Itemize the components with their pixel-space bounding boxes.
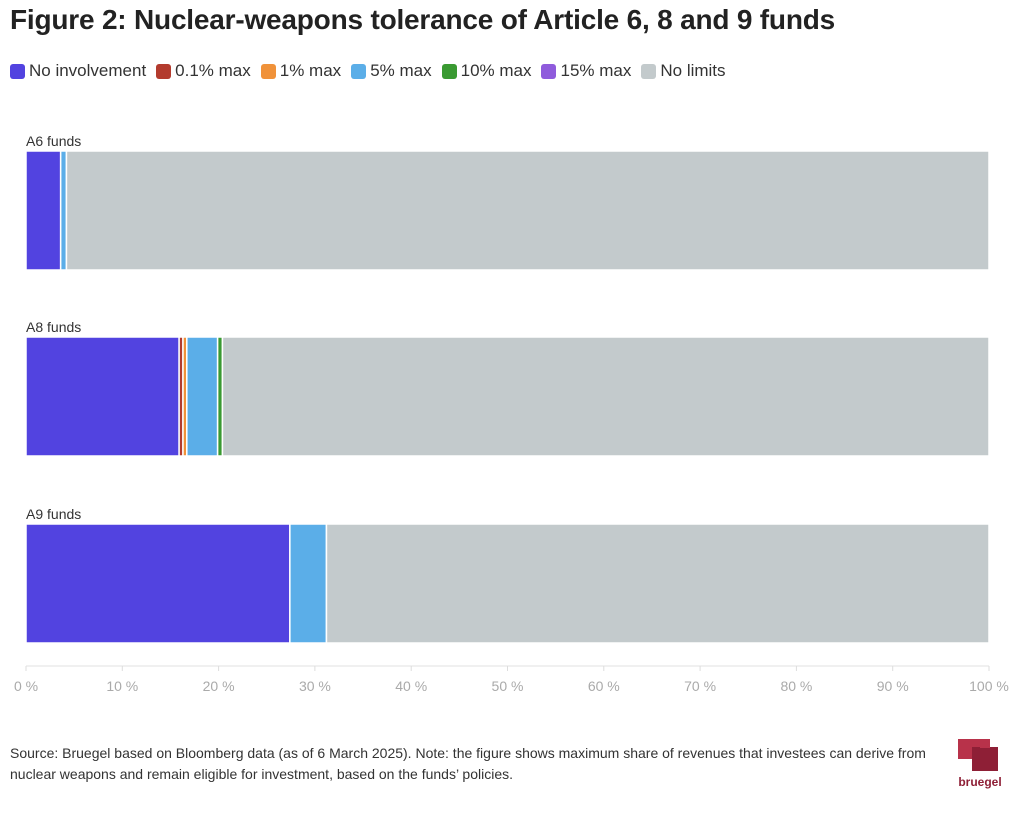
legend-swatch bbox=[351, 63, 367, 79]
logo-text: bruegel bbox=[958, 775, 1001, 789]
chart-title: Figure 2: Nuclear-weapons tolerance of A… bbox=[10, 4, 836, 35]
legend-item: 15% max bbox=[541, 61, 631, 81]
x-tick-label: 100 % bbox=[969, 678, 1009, 694]
legend-item: No limits bbox=[641, 61, 726, 81]
bar-segment bbox=[25, 336, 180, 457]
legend-swatch bbox=[260, 63, 276, 79]
x-tick-label: 70 % bbox=[684, 678, 716, 694]
legend-swatch bbox=[641, 63, 657, 79]
source-note: Source: Bruegel based on Bloomberg data … bbox=[10, 745, 926, 782]
bar-segment bbox=[25, 523, 291, 644]
bar-segment bbox=[325, 523, 990, 644]
legend-label: 15% max bbox=[560, 61, 632, 80]
legend-label: 10% max bbox=[460, 61, 532, 80]
category-label: A6 funds bbox=[26, 133, 81, 149]
bar-segment bbox=[221, 336, 990, 457]
x-tick-label: 90 % bbox=[877, 678, 909, 694]
x-tick-label: 80 % bbox=[780, 678, 812, 694]
category-label: A8 funds bbox=[26, 319, 81, 335]
x-tick-label: 60 % bbox=[588, 678, 620, 694]
legend-label: 0.1% max bbox=[175, 61, 251, 80]
bruegel-logo: bruegel bbox=[958, 739, 1002, 789]
legend-item: 1% max bbox=[260, 61, 342, 81]
legend-item: No involvement bbox=[10, 61, 146, 81]
legend-label: No limits bbox=[660, 61, 726, 80]
stacked-bar-chart: A6 funds A8 funds A9 funds 0 % 10 % 20 % 30 % 4… bbox=[14, 133, 1009, 694]
x-tick-label: 0 % bbox=[14, 678, 38, 694]
bar-segment bbox=[65, 150, 990, 271]
legend-swatch bbox=[156, 63, 172, 79]
chart-legend: No involvement 0.1% max 1% max 5% max 10% ma… bbox=[10, 60, 736, 82]
bar-segment bbox=[289, 523, 328, 644]
legend-label: No involvement bbox=[29, 61, 147, 80]
legend-swatch bbox=[441, 63, 457, 79]
legend-swatch bbox=[541, 63, 557, 79]
x-tick-label: 20 % bbox=[203, 678, 235, 694]
x-tick-label: 30 % bbox=[299, 678, 331, 694]
category-label: A9 funds bbox=[26, 506, 81, 522]
bar-segment bbox=[25, 150, 62, 271]
bar-segment bbox=[59, 150, 68, 271]
legend-item: 0.1% max bbox=[156, 61, 251, 81]
legend-item: 5% max bbox=[351, 61, 432, 81]
legend-item: 10% max bbox=[441, 61, 532, 81]
x-tick-label: 10 % bbox=[106, 678, 138, 694]
bar-segment bbox=[186, 336, 219, 457]
x-tick-label: 40 % bbox=[395, 678, 427, 694]
legend-swatch bbox=[10, 63, 25, 79]
x-tick-label: 50 % bbox=[492, 678, 524, 694]
legend-label: 1% max bbox=[279, 61, 342, 80]
legend-label: 5% max bbox=[370, 61, 432, 80]
